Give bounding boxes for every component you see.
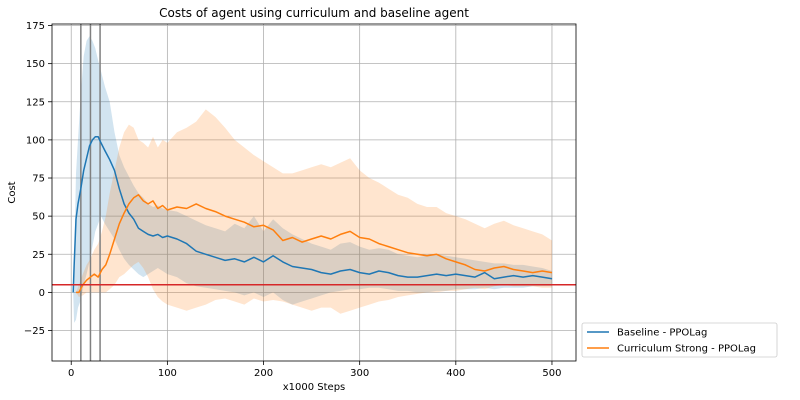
- x-tick-label: 100: [158, 368, 177, 379]
- legend: Baseline - PPOLag Curriculum Strong - PPO…: [581, 322, 778, 358]
- y-tick-label: 50: [32, 212, 45, 223]
- y-tick-label: 0: [39, 288, 45, 299]
- x-tick-label: 200: [254, 368, 273, 379]
- x-tick-label: 0: [68, 368, 74, 379]
- confidence-bands: [73, 36, 552, 323]
- series-line-2: [76, 194, 553, 294]
- x-tick-label: 300: [350, 368, 369, 379]
- series-lines: [72, 136, 553, 294]
- x-axis-label: x1000 Steps: [283, 382, 346, 393]
- y-tick-label: 25: [32, 250, 45, 261]
- chart-title: Costs of agent using curriculum and base…: [159, 6, 469, 20]
- series-line-1: [72, 136, 553, 293]
- y-tick-label: 150: [26, 59, 45, 70]
- y-tick-label: 125: [26, 97, 45, 108]
- grid: [52, 24, 576, 361]
- series-band-1: [73, 36, 552, 323]
- legend-box: [581, 322, 778, 358]
- x-tick-label: 400: [446, 368, 465, 379]
- y-tick-label: 175: [26, 21, 45, 32]
- series-band-2: [76, 109, 552, 314]
- y-axis-label: Cost: [7, 181, 18, 203]
- y-tick-label: 100: [26, 135, 45, 146]
- legend-label-2: Curriculum Strong - PPOLag: [617, 344, 756, 355]
- axis-ticks: 0 100 200 300 400 500 −25 0 25 50 75 100 125 150 175: [24, 21, 562, 379]
- y-tick-label: 75: [32, 174, 45, 185]
- x-tick-label: 500: [542, 368, 561, 379]
- y-tick-label: −25: [24, 326, 45, 337]
- plot-frame: [51, 23, 577, 362]
- legend-label-1: Baseline - PPOLag: [617, 328, 707, 339]
